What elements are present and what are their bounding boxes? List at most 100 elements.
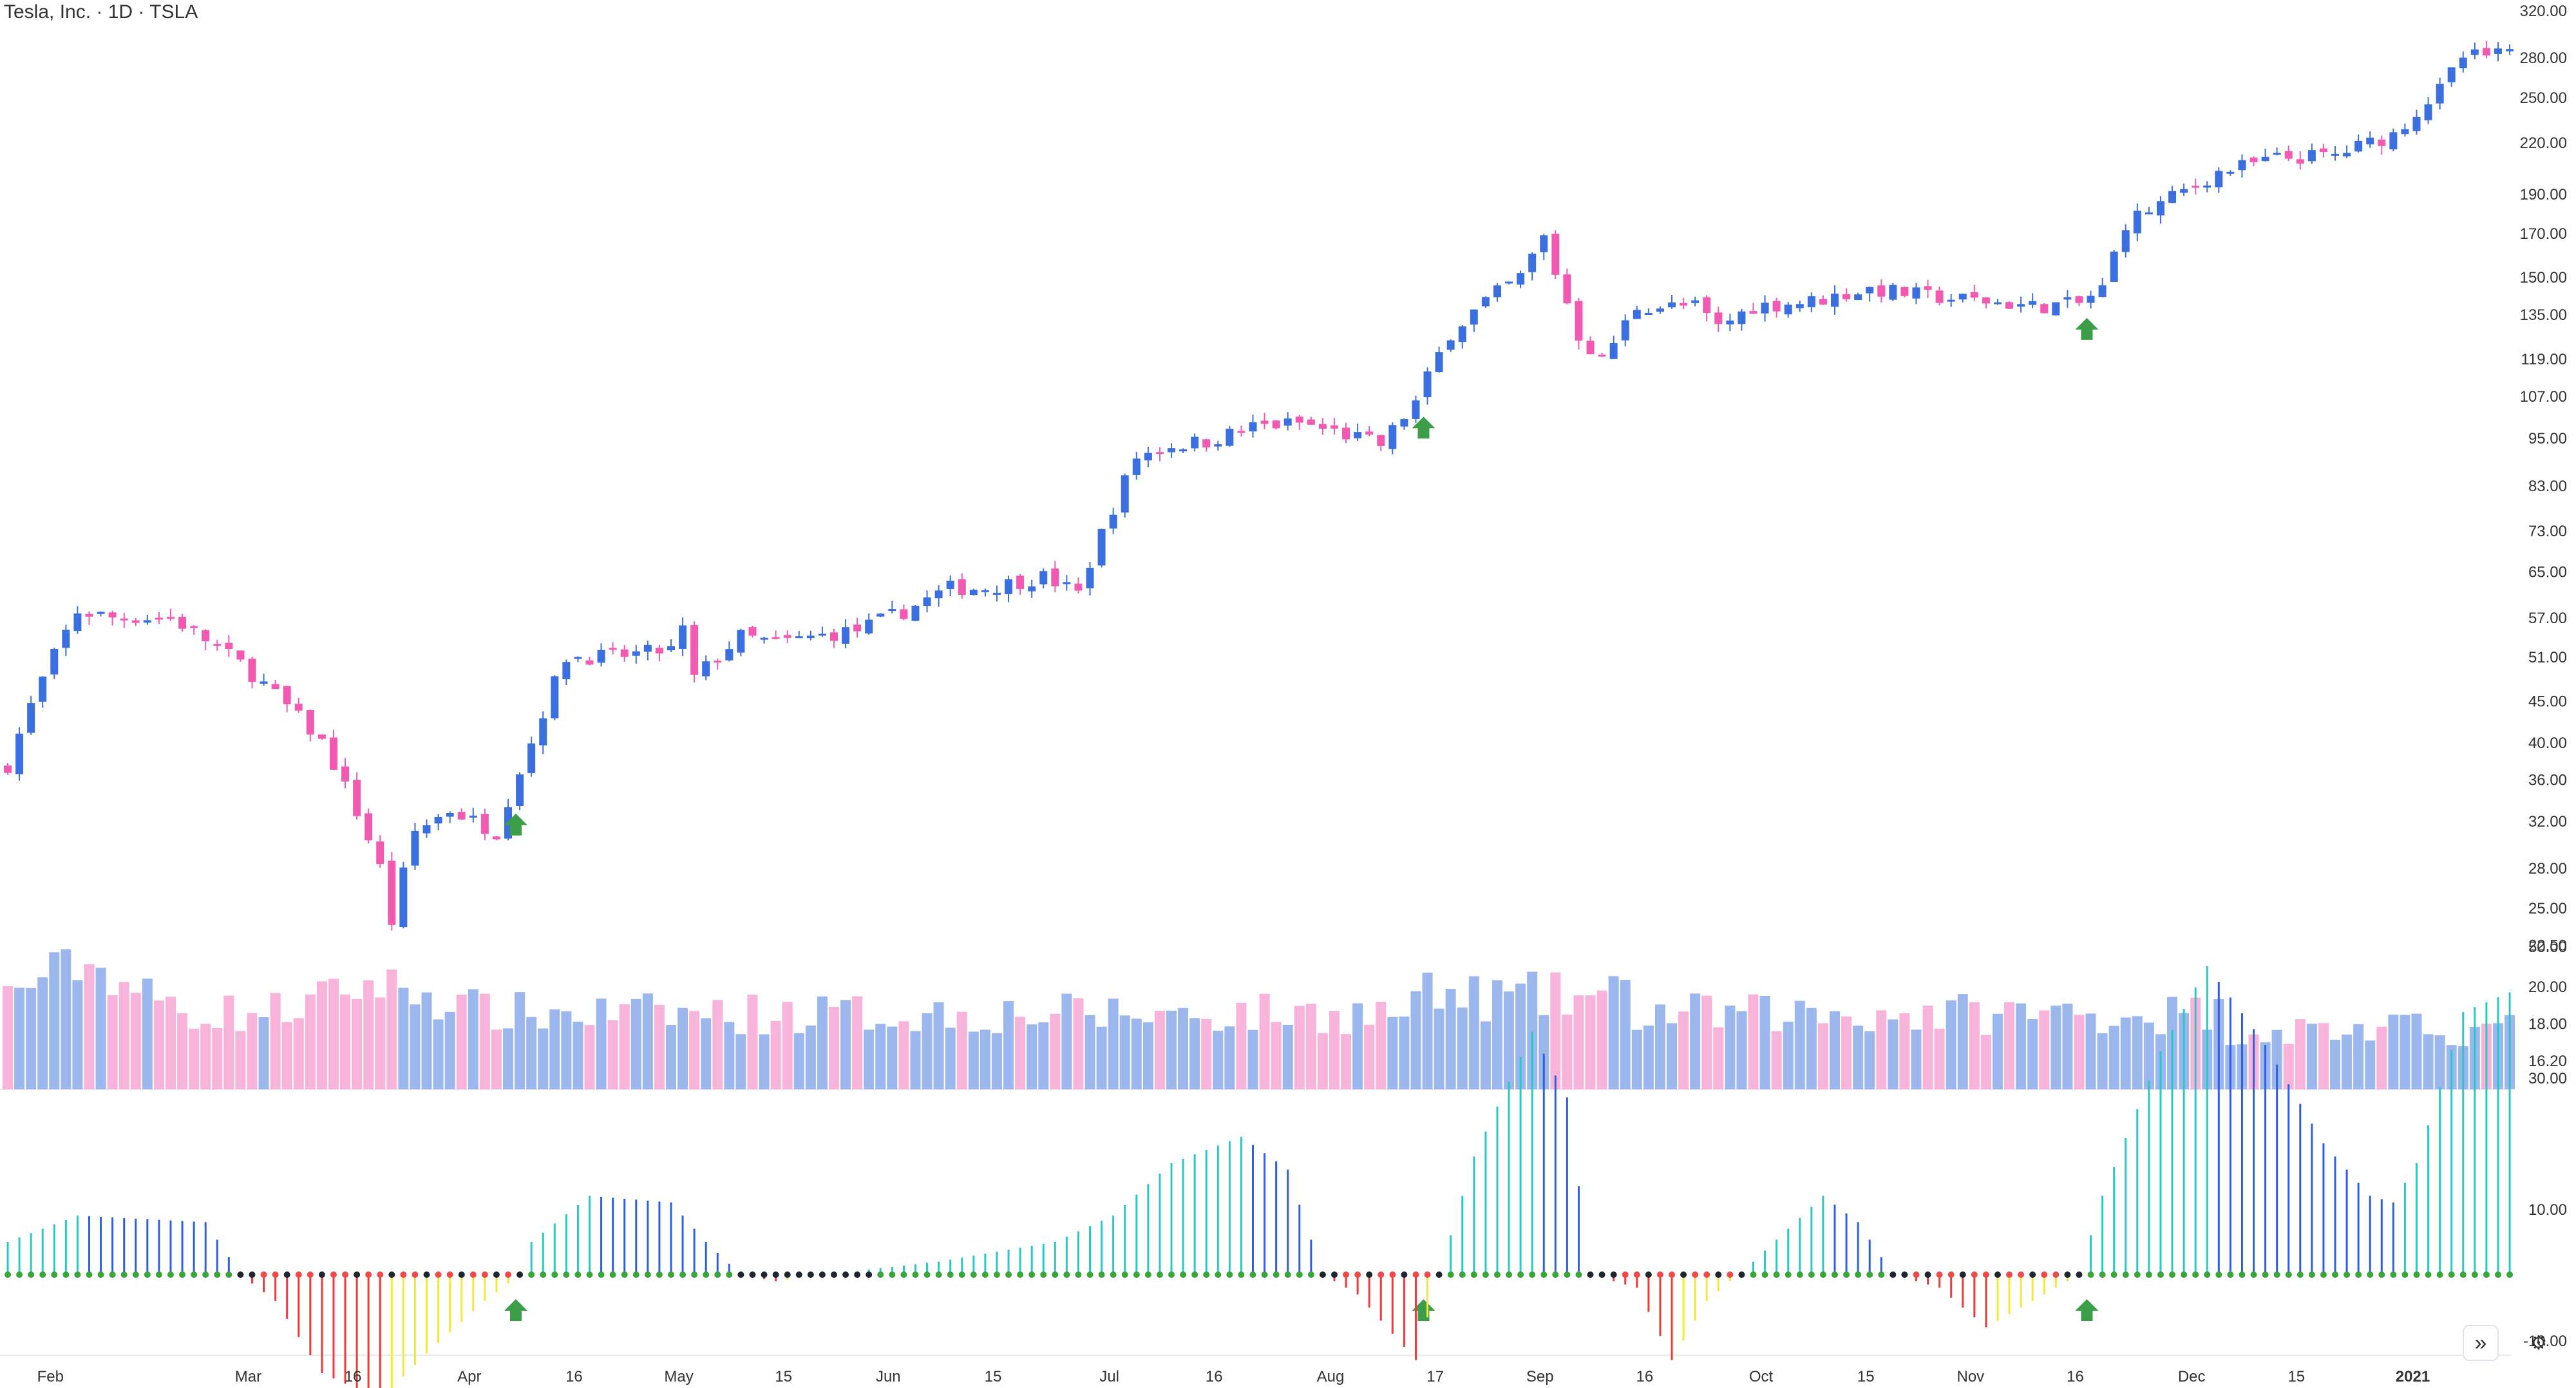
volume-bar	[491, 1029, 502, 1089]
squeeze-dot	[1005, 1271, 1012, 1278]
squeeze-dot	[563, 1271, 570, 1278]
candle-body	[1051, 568, 1059, 586]
price-axis-label: 25.00	[2528, 900, 2567, 917]
volume-bar	[316, 981, 327, 1089]
candle-body	[2005, 302, 2014, 309]
squeeze-dot	[586, 1271, 593, 1278]
candle-body	[655, 648, 663, 654]
candle-body	[597, 650, 605, 663]
volume-bar	[1759, 995, 1770, 1089]
candle-body	[2447, 67, 2456, 82]
candle-body	[1633, 310, 1641, 319]
candle-body	[1005, 579, 1013, 594]
candle-body	[1947, 299, 1955, 302]
candle-body	[1295, 417, 1303, 423]
volume-bar	[898, 1021, 909, 1089]
volume-bar	[515, 992, 526, 1089]
squeeze-dot	[691, 1271, 698, 1278]
time-axis-label: 16	[565, 1368, 583, 1385]
candle-body	[39, 676, 47, 702]
squeeze-dot	[1936, 1271, 1943, 1278]
squeeze-dot	[2169, 1271, 2176, 1278]
squeeze-dot	[2413, 1271, 2420, 1278]
squeeze-dot	[714, 1271, 721, 1278]
volume-bar	[1806, 1008, 1817, 1089]
volume-bar	[1620, 980, 1631, 1089]
squeeze-dot	[632, 1271, 639, 1278]
candle-body	[27, 703, 35, 733]
volume-bar	[1108, 999, 1119, 1089]
squeeze-dot	[86, 1271, 93, 1278]
volume-bar	[665, 1024, 676, 1089]
candle-body	[1551, 234, 1560, 275]
candle-body	[1354, 432, 1362, 438]
price-axis-label: 170.00	[2520, 225, 2567, 243]
squeeze-dot	[342, 1271, 349, 1278]
candle-body	[1644, 313, 1653, 315]
squeeze-dot	[2110, 1271, 2117, 1278]
candle-body	[1074, 583, 1083, 591]
candle-body	[772, 637, 780, 639]
volume-bar	[1317, 1033, 1328, 1089]
squeeze-dot	[39, 1271, 46, 1278]
volume-bar	[1224, 1026, 1235, 1089]
squeeze-dot	[1564, 1271, 1571, 1278]
volume-bar	[1073, 998, 1084, 1089]
chart-title: Tesla, Inc. · 1D · TSLA	[4, 1, 198, 23]
candle-body	[690, 625, 699, 675]
candle-body	[2482, 48, 2490, 56]
price-axis-label: 119.00	[2521, 351, 2567, 368]
price-axis-label: 107.00	[2520, 388, 2567, 406]
candle-body	[260, 681, 268, 684]
squeeze-dot	[1133, 1271, 1140, 1278]
squeeze-dot	[97, 1271, 104, 1278]
candle-body	[2366, 137, 2374, 145]
candle-body	[643, 644, 652, 652]
price-axis-label: 250.00	[2520, 89, 2567, 107]
volume-bar	[107, 995, 118, 1089]
squeeze-dot	[644, 1271, 651, 1278]
squeeze-dot	[2006, 1271, 2013, 1278]
candle-body	[551, 676, 559, 718]
volume-bar	[293, 1018, 304, 1089]
volume-bar	[1061, 993, 1072, 1089]
volume-bar	[14, 988, 25, 1089]
squeeze-dot	[1982, 1271, 1989, 1278]
volume-bar	[864, 1029, 875, 1089]
squeeze-dot	[249, 1271, 256, 1278]
candle-body	[1400, 418, 1408, 427]
squeeze-dot	[1715, 1271, 1722, 1278]
volume-bar	[1305, 1004, 1316, 1089]
volume-bar	[1678, 1011, 1689, 1089]
volume-bar	[677, 1008, 688, 1089]
volume-bar	[724, 1022, 735, 1089]
volume-bar	[2027, 1018, 2038, 1089]
volume-bar	[61, 949, 71, 1089]
volume-bar	[1748, 994, 1759, 1089]
candle-body	[1656, 308, 1664, 312]
squeeze-dot	[2064, 1271, 2071, 1278]
squeeze-dot	[877, 1271, 884, 1278]
candle-body	[1866, 286, 1874, 294]
candle-body	[1877, 285, 1886, 297]
candle-body	[2121, 230, 2130, 252]
candle-body	[120, 618, 128, 621]
squeeze-dot	[2355, 1271, 2362, 1278]
scroll-to-realtime-button[interactable]: »	[2463, 1325, 2499, 1361]
squeeze-dot	[1575, 1271, 1582, 1278]
buy-signal-arrow	[1412, 417, 1435, 439]
candle-body	[562, 662, 571, 680]
candle-body	[1621, 320, 1629, 341]
candle-body	[900, 609, 908, 619]
squeeze-dot	[2471, 1271, 2478, 1278]
volume-bar	[2295, 1019, 2306, 1089]
squeeze-dot	[1506, 1271, 1513, 1278]
squeeze-dot	[1738, 1271, 1745, 1278]
squeeze-dot	[679, 1271, 687, 1278]
settings-button[interactable]: ⚙	[2526, 1330, 2552, 1356]
squeeze-dot	[1249, 1271, 1256, 1278]
squeeze-dot	[795, 1271, 802, 1278]
volume-bar	[1480, 1021, 1491, 1089]
volume-bar	[2434, 1035, 2445, 1089]
